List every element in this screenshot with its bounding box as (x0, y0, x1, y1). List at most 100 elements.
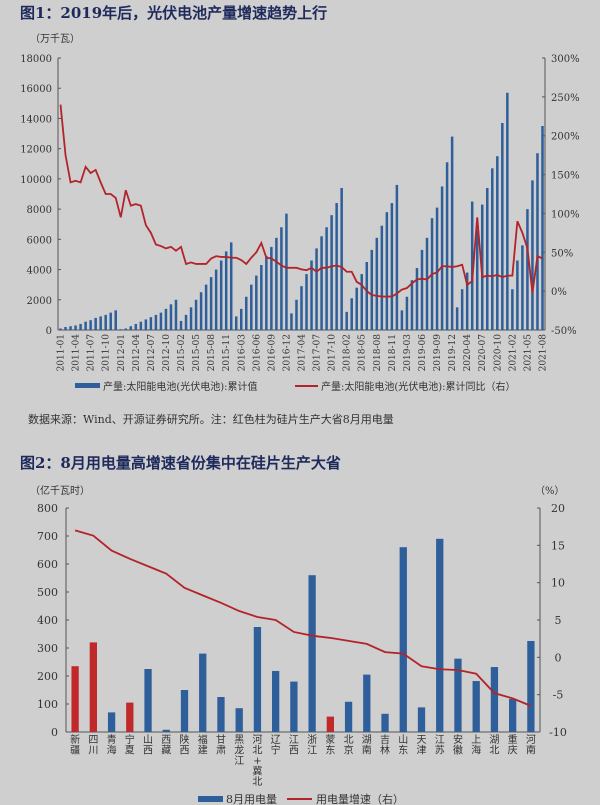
bar (272, 670, 280, 732)
legend-bar-label: 产量:太阳能电池(光伏电池):累计值 (103, 380, 258, 393)
y-tick-label: 0 (46, 326, 52, 337)
bar (260, 265, 263, 330)
x-tick-label: 2021-02 (508, 334, 518, 371)
bar (436, 538, 444, 732)
bar (144, 319, 148, 330)
x-tick-label: 山东 (398, 734, 408, 757)
x-tick-label: 2016-12 (282, 334, 292, 371)
x-tick-label: 2012-04 (132, 334, 142, 372)
bar (420, 249, 424, 330)
y-tick-label: 14000 (20, 114, 52, 125)
bar (320, 236, 323, 330)
legend-line-label: 产量:太阳能电池(光伏电池):累计同比（右） (321, 380, 516, 393)
line-series (74, 529, 532, 707)
bar (511, 289, 514, 330)
y2-tick-label: 150% (551, 171, 580, 182)
legend-bar-swatch (75, 383, 100, 388)
bar (239, 308, 243, 330)
figure1-title: 图1：2019年后，光伏电池产量增速趋势上行 (20, 4, 328, 22)
bar (204, 284, 208, 330)
y-tick-label: 18000 (20, 54, 52, 65)
y-tick-label: 400 (37, 614, 58, 627)
y-tick-label: 600 (37, 558, 58, 571)
bar (509, 698, 517, 732)
bar (516, 260, 519, 330)
x-tick-label: 湖南 (362, 734, 372, 757)
bar (491, 168, 494, 330)
x-tick-label: 2017-10 (328, 334, 338, 372)
bar (385, 212, 389, 330)
bar (159, 312, 163, 330)
bar (395, 184, 399, 330)
bar (234, 316, 238, 330)
x-tick-label: 福建 (198, 733, 208, 757)
figure2-title: 图2：8月用电量高增速省份集中在硅片生产大省 (20, 454, 341, 472)
bar (445, 162, 449, 330)
bar (89, 320, 92, 330)
bar (399, 547, 407, 732)
y2-tick-label: 250% (551, 93, 580, 104)
bar (109, 312, 112, 330)
bar (224, 251, 228, 330)
y2-tick-label: 5 (555, 614, 562, 627)
bar (506, 92, 509, 330)
legend-bar-swatch (198, 796, 223, 802)
bar (417, 707, 426, 732)
bar (214, 269, 218, 330)
x-tick-label: 甘肃 (216, 733, 226, 757)
x-tick-label: 2019-06 (418, 334, 428, 372)
y-tick-label: 0 (51, 726, 58, 739)
bar (465, 272, 469, 330)
x-tick-label: 2019-03 (403, 334, 413, 372)
bar-highlighted (71, 666, 79, 732)
bar-highlighted (89, 642, 97, 732)
y-tick-label: 200 (37, 670, 58, 683)
x-tick-label: 2011-07 (87, 334, 97, 372)
bar (475, 230, 479, 330)
bar (280, 227, 283, 330)
y2-tick-label: 0% (551, 287, 567, 298)
bar (486, 187, 489, 330)
legend-line-label: 用电量增速（右） (316, 792, 404, 805)
x-tick-label: 2018-11 (388, 334, 398, 371)
bar (139, 321, 143, 330)
x-tick-label: 青海 (107, 733, 117, 757)
bar (255, 275, 258, 330)
bar (390, 203, 394, 330)
bar (180, 690, 189, 732)
bar (521, 245, 524, 330)
x-tick-label: 2012-10 (162, 334, 172, 372)
y2-tick-label: -50% (551, 326, 577, 337)
y2-tick-label: 50% (551, 248, 573, 259)
bar (144, 669, 152, 732)
x-tick-label: 山西 (143, 734, 153, 757)
y2-axis-label: （%） (535, 485, 565, 497)
x-tick-label: 2021-05 (523, 334, 533, 372)
bar (415, 268, 419, 330)
bar (365, 262, 369, 330)
y2-tick-label: -10 (549, 726, 567, 739)
bar (169, 304, 173, 330)
bar (84, 321, 87, 330)
bar (124, 328, 128, 330)
bar (275, 237, 278, 330)
bar (360, 274, 364, 330)
legend-bar-label: 8月用电量 (226, 793, 277, 805)
x-tick-label: 2015-11 (222, 334, 232, 371)
bar (308, 575, 316, 732)
x-tick-label: 陕西 (180, 733, 190, 757)
x-tick-label: 重庆 (508, 733, 518, 757)
x-tick-label: 安徽 (453, 733, 463, 757)
bar (496, 156, 499, 330)
y-tick-label: 300 (37, 642, 58, 655)
x-tick-label: 2012-07 (147, 334, 157, 372)
bar (199, 653, 207, 732)
bar (355, 287, 358, 330)
bar (154, 314, 158, 330)
y-tick-label: 100 (37, 698, 58, 711)
bar (129, 326, 133, 330)
y2-tick-label: 15 (551, 539, 565, 552)
bar (194, 299, 198, 330)
bar (531, 180, 534, 330)
bar (245, 296, 248, 330)
